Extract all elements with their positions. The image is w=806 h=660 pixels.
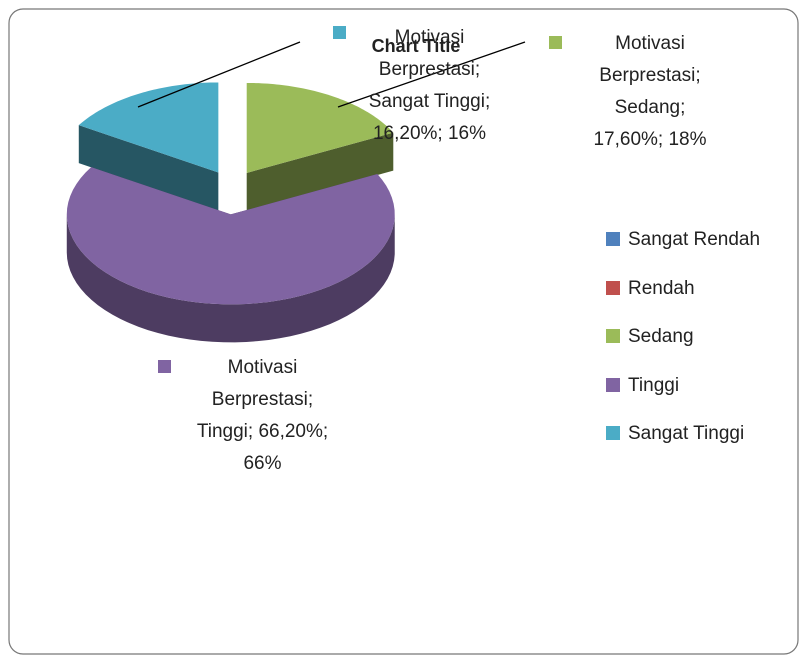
pie-slice (66, 167, 395, 343)
label-part: Motivasi Berprestasi (599, 33, 696, 86)
legend-swatch (606, 232, 620, 246)
legend-item: Tinggi (606, 375, 679, 397)
slice-top (66, 167, 395, 305)
label-part: Motivasi Berprestasi (211, 357, 308, 410)
label-part: 17,60% (593, 129, 658, 150)
legend-swatch (606, 426, 620, 440)
label-part: ; (322, 421, 329, 442)
label-part: ; (695, 65, 701, 86)
legend-swatch (606, 377, 620, 392)
label-part: ; (247, 421, 254, 442)
leader-line (337, 41, 526, 108)
label-part: ; (680, 97, 686, 118)
label-part: 66,20% (258, 421, 323, 442)
label-part: Sangat Tinggi (368, 91, 485, 112)
legend-item: Sangat Tinggi (606, 423, 744, 445)
label-part: 18% (668, 129, 707, 150)
legend-item: Rendah (606, 278, 695, 300)
data-label: Motivasi Berprestasi; Tinggi; 66,20%; 66… (195, 352, 330, 480)
slice-top (246, 82, 394, 173)
legend-swatch (606, 280, 620, 295)
slice-side (66, 214, 395, 343)
legend-label: Sangat Rendah (628, 229, 761, 250)
legend-item: Sedang (606, 326, 694, 348)
pie-slice (78, 82, 219, 211)
legend-label: Sangat Tinggi (628, 423, 745, 444)
chart-title: Chart Title (372, 36, 461, 56)
label-part: ; (307, 389, 314, 410)
slice-wall (78, 125, 219, 211)
label-part: Motivasi Berprestasi (378, 27, 475, 80)
slice-top (78, 82, 219, 173)
label-part: ; (657, 129, 664, 150)
label-part: ; (484, 91, 491, 112)
label-part: ; (474, 59, 481, 80)
slice-wall (246, 132, 394, 211)
label-marker (333, 26, 346, 39)
pie-slice (246, 82, 394, 211)
legend-item: Sangat Rendah (606, 229, 760, 251)
label-part: 16,20% (372, 123, 438, 144)
legend-label: Tinggi (628, 374, 680, 396)
label-part: 66% (243, 453, 282, 474)
leader-line (137, 41, 301, 108)
label-part: ; (437, 123, 443, 144)
label-part: Tinggi (196, 421, 248, 442)
label-marker (549, 36, 562, 49)
legend-label: Sedang (628, 326, 694, 347)
label-part: 16% (447, 123, 487, 144)
legend-swatch (606, 329, 620, 343)
label-part: Sedang (614, 97, 681, 118)
legend-label: Rendah (628, 277, 695, 299)
data-label: Motivasi Berprestasi; Sedang; 17,60%; 18… (585, 28, 715, 156)
label-marker (158, 360, 171, 373)
data-label: Motivasi Berprestasi; Sangat Tinggi; 16,… (367, 22, 492, 150)
